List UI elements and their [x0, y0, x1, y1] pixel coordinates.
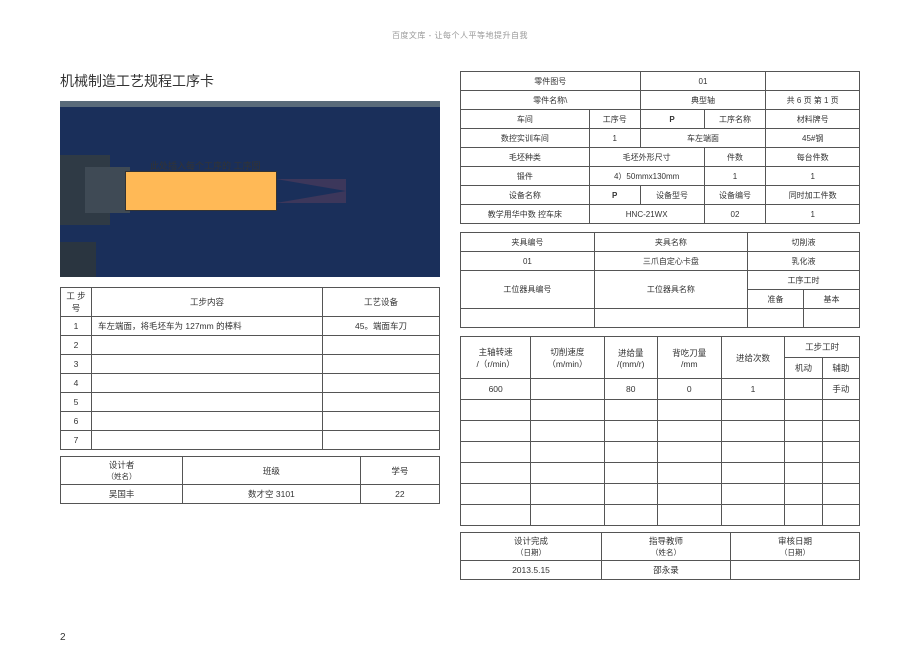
designer-value: 吴国丰: [61, 485, 183, 504]
fixture-table: 夹具编号 夹具名称 切削液 01 三爪自定心卡盘 乳化液 工位器具编号 工位器具…: [460, 232, 860, 328]
student-no-label: 学号: [360, 457, 439, 485]
steps-table: 工 步 号 工步内容 工艺设备 1车左端面，将毛坯车为 127mm 的棒料45。…: [60, 287, 440, 450]
page-title: 机械制造工艺规程工序卡: [60, 71, 440, 91]
part-info-table: 零件图号 01 零件名称\ 典型轴 共 6 页 第 1 页 车间 工序号 P 工…: [460, 71, 860, 224]
class-value: 数才空 3101: [183, 485, 361, 504]
table-row: 6: [61, 412, 440, 431]
table-row: 4: [61, 374, 440, 393]
table-row: 7: [61, 431, 440, 450]
student-no-value: 22: [360, 485, 439, 504]
left-column: 机械制造工艺规程工序卡 此处插入每个工序的 工序图 工 步 号 工步内容 工艺设…: [60, 71, 440, 580]
page-number: 2: [60, 632, 66, 643]
table-row: 5: [61, 393, 440, 412]
table-row: 1车左端面，将毛坯车为 127mm 的棒料45。端面车刀: [61, 317, 440, 336]
process-diagram: 此处插入每个工序的 工序图: [60, 101, 440, 277]
table-row: 2: [61, 336, 440, 355]
designer-table: 设计者（姓名） 班级 学号 吴国丰 数才空 3101 22: [60, 456, 440, 504]
table-row: 600 80 0 1 手动: [461, 379, 860, 400]
cutting-params-table: 主轴转速/（r/min） 切削速度（m/min） 进给量/(mm/r) 背吃刀量…: [460, 336, 860, 526]
col-step-content: 工步内容: [92, 288, 323, 317]
class-label: 班级: [183, 457, 361, 485]
designer-label: 设计者（姓名）: [61, 457, 183, 485]
table-row: 3: [61, 355, 440, 374]
right-column: 零件图号 01 零件名称\ 典型轴 共 6 页 第 1 页 车间 工序号 P 工…: [460, 71, 860, 580]
col-step-no: 工 步 号: [61, 288, 92, 317]
watermark: 百度文库 - 让每个人平等地提升自我: [60, 30, 860, 41]
col-equipment: 工艺设备: [323, 288, 440, 317]
approval-table: 设计完成（日期） 指导教师（姓名） 审核日期（日期） 2013.5.15 邵永录: [460, 532, 860, 580]
diagram-caption: 此处插入每个工序的 工序图: [150, 159, 261, 172]
